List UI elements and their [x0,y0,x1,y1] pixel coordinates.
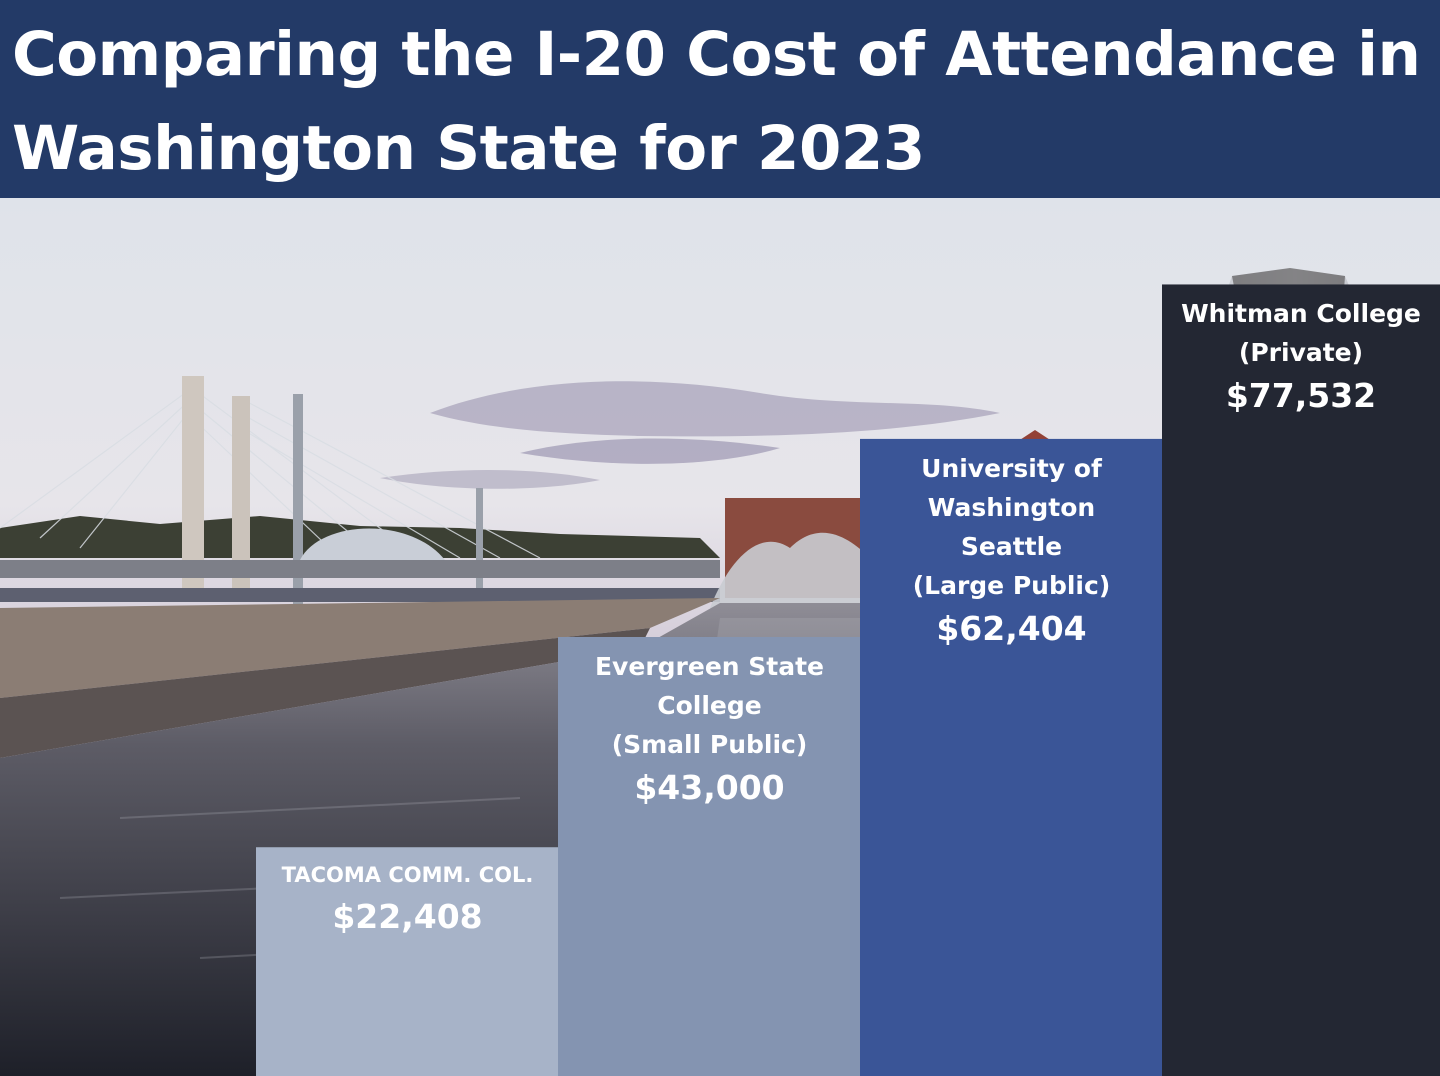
bar-label-evergreen: Evergreen State College (Small Public) $4… [558,647,861,810]
bar-value-label: $62,404 [936,608,1087,648]
bar-uw [860,438,1163,1076]
bar-value-label: $77,532 [1225,376,1377,416]
bar-evergreen [558,637,861,1076]
bar-label-whitman: Whitman College (Private) $77,532 [1162,294,1440,418]
bar-label-tacoma: TACOMA COMM. COL. $22,408 [256,857,559,939]
bar-category-label: University of Washington Seattle (Large … [912,453,1111,600]
bar-value-label: $22,408 [332,897,483,937]
title-bar: Comparing the I-20 Cost of Attendance in… [0,0,1440,198]
bar-label-uw: University of Washington Seattle (Large … [860,449,1163,651]
bar-category-label: TACOMA COMM. COL. [281,863,534,888]
bar-category-label: Evergreen State College (Small Public) [594,652,825,759]
bar-value-label: $43,000 [634,768,785,807]
bar-tacoma [256,847,559,1076]
bar-category-label: Whitman College (Private) [1181,299,1421,368]
page-title: Comparing the I-20 Cost of Attendance in… [12,19,1421,184]
bar-whitman [1162,284,1440,1076]
